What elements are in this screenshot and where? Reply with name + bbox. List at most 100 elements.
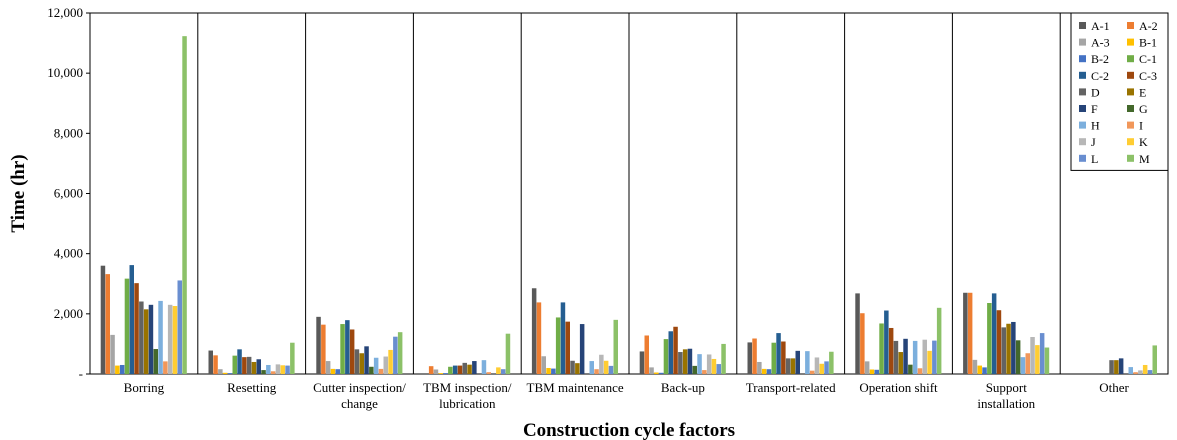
bar	[378, 368, 384, 374]
bar	[668, 331, 673, 374]
bar	[776, 333, 781, 374]
legend-label: C-1	[1139, 52, 1157, 66]
bar	[692, 365, 697, 374]
legend-swatch	[1127, 38, 1134, 46]
bar	[373, 357, 379, 374]
legend-label: D	[1091, 85, 1100, 99]
bar	[452, 365, 458, 374]
bar	[888, 327, 894, 374]
bar	[589, 361, 594, 374]
bar	[570, 360, 575, 374]
legend-label: A-2	[1139, 19, 1158, 33]
bar	[438, 373, 443, 374]
bar	[496, 367, 501, 374]
category-label: Transport-related	[746, 380, 836, 395]
bar	[697, 354, 702, 374]
bar	[922, 339, 927, 374]
bar	[908, 364, 913, 374]
bar	[991, 293, 997, 374]
legend-label: I	[1139, 119, 1143, 133]
bar	[658, 372, 664, 374]
bar	[967, 292, 973, 374]
bar	[1044, 347, 1050, 374]
bar	[785, 358, 791, 374]
legend-swatch	[1079, 71, 1086, 79]
bar	[1020, 357, 1026, 374]
bar	[457, 365, 463, 374]
bar	[134, 283, 139, 374]
bar	[546, 367, 551, 374]
bar	[139, 301, 144, 374]
bar	[340, 324, 345, 374]
bar	[1035, 345, 1040, 374]
bar	[752, 338, 757, 374]
legend-label: A-3	[1091, 36, 1110, 50]
bar	[963, 292, 968, 374]
plot-frame	[89, 12, 1169, 375]
bar	[448, 366, 453, 374]
bar	[481, 360, 487, 374]
bar	[462, 362, 467, 374]
bar	[579, 324, 585, 374]
bar	[1114, 360, 1119, 374]
bar	[874, 369, 879, 374]
bar	[790, 358, 796, 374]
bar	[167, 304, 173, 374]
bar	[119, 364, 125, 374]
bar	[608, 365, 614, 374]
bar	[551, 368, 556, 374]
legend-swatch	[1127, 105, 1134, 112]
bar	[829, 351, 834, 374]
bar	[687, 348, 693, 374]
bar	[148, 304, 154, 374]
bar	[172, 306, 178, 374]
bar	[603, 360, 609, 374]
category-label: lubrication	[439, 396, 496, 411]
bar	[251, 361, 257, 374]
bar	[531, 288, 537, 374]
bar	[443, 373, 448, 374]
bar	[275, 364, 281, 374]
bar	[227, 373, 233, 374]
bar	[500, 369, 506, 374]
bar	[177, 280, 182, 374]
bar	[814, 357, 820, 374]
y-tick-label: 10,000	[47, 65, 83, 80]
bar	[702, 370, 707, 374]
bar	[1025, 353, 1030, 374]
bar	[996, 310, 1002, 374]
bar	[467, 364, 472, 374]
bar	[711, 358, 717, 374]
bar	[706, 354, 712, 374]
bar	[383, 356, 388, 374]
legend-swatch	[1127, 121, 1134, 129]
bar	[433, 369, 439, 374]
category-label: change	[341, 396, 378, 411]
bar	[232, 355, 237, 374]
bar	[163, 361, 168, 374]
bar	[771, 342, 776, 374]
bar	[105, 274, 110, 374]
bar	[290, 342, 295, 374]
y-tick-label: 12,000	[47, 5, 83, 20]
bar	[1118, 358, 1124, 374]
bar	[757, 361, 762, 374]
bar	[927, 350, 932, 374]
bar	[330, 368, 336, 374]
legend-swatch	[1127, 55, 1134, 63]
bar	[256, 359, 261, 374]
bar	[649, 367, 654, 374]
bar	[536, 302, 542, 374]
bar	[354, 349, 360, 374]
y-tick-label: 2,000	[54, 306, 83, 321]
bar	[917, 368, 923, 374]
bar	[124, 278, 130, 374]
y-tick-label: 4,000	[54, 246, 83, 261]
legend-swatch	[1079, 121, 1086, 129]
bar	[242, 357, 247, 374]
bar	[129, 265, 134, 374]
bar	[879, 323, 884, 374]
legend-label: C-2	[1091, 69, 1109, 83]
bar	[349, 329, 355, 374]
